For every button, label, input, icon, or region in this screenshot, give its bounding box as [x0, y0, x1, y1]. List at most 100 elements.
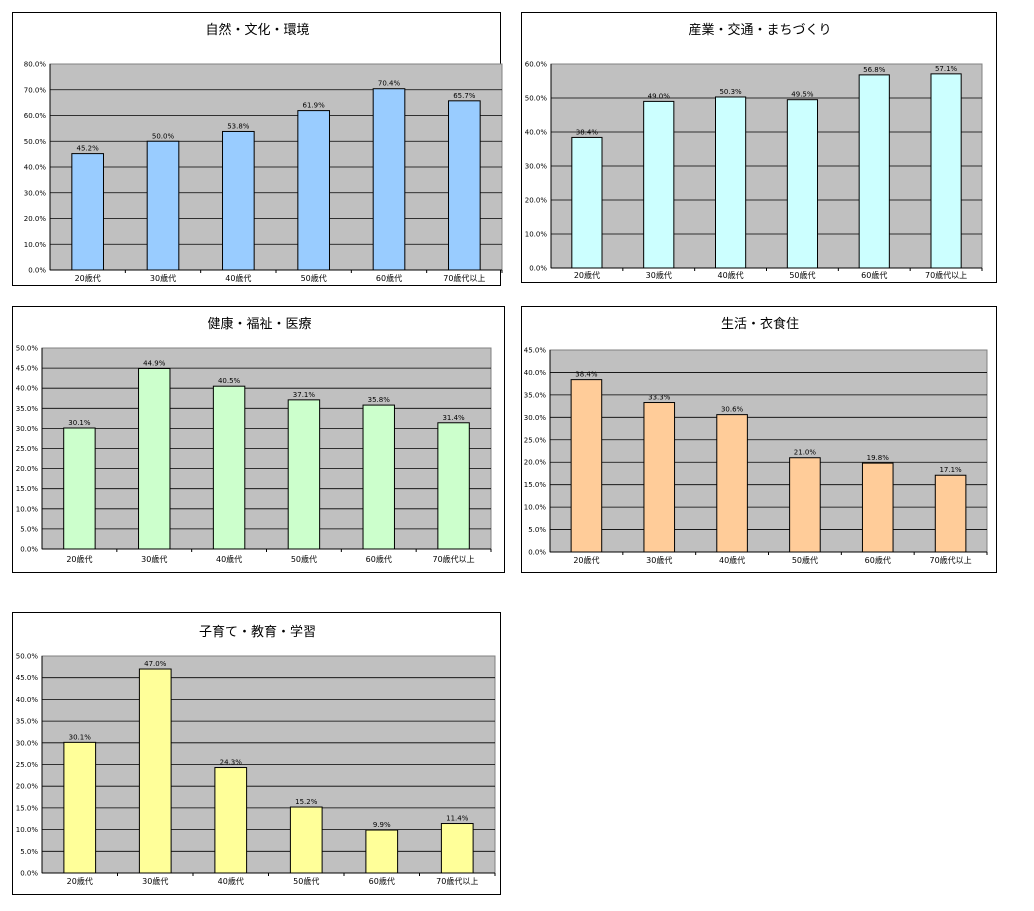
- y-tick-label: 45.0%: [16, 674, 39, 682]
- bar: [63, 741, 97, 874]
- bar: [71, 153, 104, 271]
- y-tick-label: 40.0%: [24, 164, 47, 172]
- y-tick-label: 15.0%: [524, 481, 547, 489]
- y-tick-label: 60.0%: [525, 61, 548, 69]
- bar: [643, 402, 676, 553]
- bar: [297, 110, 330, 271]
- y-tick-label: 10.0%: [16, 826, 39, 834]
- data-label: 37.1%: [293, 391, 316, 399]
- y-tick-label: 0.0%: [28, 267, 46, 275]
- chart-nature-culture-environment: 自然・文化・環境 0.0% 10.0% 20.0% 30.0% 40.0% 50.0% 60.…: [12, 12, 503, 286]
- category-label: 40歳代: [717, 270, 743, 280]
- data-label: 30.1%: [68, 419, 91, 427]
- bar: [289, 806, 323, 874]
- data-label: 57.1%: [935, 65, 958, 73]
- data-label: 31.4%: [442, 414, 465, 422]
- bar: [861, 462, 894, 553]
- y-tick-label: 45.0%: [16, 365, 39, 373]
- category-label: 50歳代: [789, 270, 815, 280]
- data-label: 50.0%: [152, 132, 175, 140]
- category-label: 50歳代: [293, 876, 319, 886]
- y-tick-label: 40.0%: [525, 129, 548, 137]
- plot-area: [549, 349, 988, 553]
- data-label: 49.0%: [648, 92, 671, 100]
- data-label: 49.5%: [791, 91, 814, 99]
- data-label: 21.0%: [794, 449, 817, 457]
- y-tick-label: 30.0%: [525, 163, 548, 171]
- y-tick-label: 10.0%: [524, 504, 547, 512]
- bar: [287, 399, 321, 550]
- y-tick-label: 50.0%: [525, 95, 548, 103]
- category-label: 70歳代以上: [436, 876, 478, 886]
- data-label: 19.8%: [867, 454, 890, 462]
- data-label: 17.1%: [939, 466, 962, 474]
- data-label: 40.5%: [218, 377, 241, 385]
- y-tick-label: 0.0%: [529, 265, 547, 273]
- y-tick-label: 50.0%: [16, 345, 39, 353]
- y-tick-label: 35.0%: [524, 391, 547, 399]
- category-label: 40歳代: [216, 554, 242, 564]
- chart-svg: 産業・交通・まちづくり 0.0% 10.0% 20.0% 30.0% 40.0% 50.0%…: [525, 22, 983, 280]
- category-label: 70歳代以上: [432, 554, 474, 564]
- bar: [858, 74, 890, 269]
- category-label: 30歳代: [142, 876, 168, 886]
- bar: [570, 379, 603, 553]
- bar: [789, 457, 821, 553]
- data-label: 9.9%: [373, 821, 391, 829]
- category-label: 50歳代: [301, 273, 327, 283]
- bar: [214, 767, 248, 874]
- y-tick-label: 25.0%: [16, 445, 39, 453]
- chart-childcare-education-learning: 子育て・教育・学習 0.0% 5.0% 10.0% 15.0% 20.0% 25.0% 30.…: [12, 612, 501, 895]
- category-label: 60歳代: [865, 555, 891, 565]
- data-label: 38.4%: [575, 371, 598, 379]
- y-tick-label: 20.0%: [525, 197, 548, 205]
- data-label: 11.4%: [446, 815, 469, 823]
- y-tick-label: 20.0%: [24, 215, 47, 223]
- data-label: 15.2%: [295, 798, 318, 806]
- chart-title: 生活・衣食住: [721, 316, 799, 332]
- bar: [786, 99, 819, 269]
- category-label: 40歳代: [719, 555, 745, 565]
- y-tick-label: 40.0%: [524, 369, 547, 377]
- y-tick-label: 30.0%: [16, 739, 39, 747]
- y-tick-label: 50.0%: [16, 653, 39, 661]
- bar: [212, 385, 246, 550]
- data-label: 47.0%: [144, 660, 167, 668]
- y-tick-label: 20.0%: [524, 459, 547, 467]
- category-label: 20歳代: [67, 876, 93, 886]
- data-label: 33.3%: [648, 394, 671, 402]
- chart-life-clothing-food-housing: 生活・衣食住 0.0% 5.0% 10.0% 15.0% 20.0% 25.0% 30.0% 3…: [521, 306, 997, 573]
- chart-svg: 自然・文化・環境 0.0% 10.0% 20.0% 30.0% 40.0% 50.0% 60.…: [24, 22, 503, 283]
- bar: [365, 829, 399, 874]
- y-tick-label: 5.0%: [528, 526, 546, 534]
- category-label: 30歳代: [150, 273, 176, 283]
- bar: [138, 368, 171, 550]
- chart-title: 子育て・教育・学習: [199, 624, 316, 640]
- category-label: 30歳代: [141, 554, 167, 564]
- data-label: 24.3%: [220, 759, 243, 767]
- bar: [437, 422, 470, 550]
- chart-title: 自然・文化・環境: [205, 22, 309, 38]
- y-tick-label: 10.0%: [525, 231, 548, 239]
- y-tick-label: 5.0%: [20, 525, 38, 533]
- y-tick-label: 80.0%: [24, 61, 47, 69]
- y-tick-label: 10.0%: [16, 505, 39, 513]
- chart-title: 健康・福祉・医療: [207, 316, 311, 332]
- y-tick-label: 70.0%: [24, 86, 47, 94]
- data-label: 65.7%: [453, 92, 476, 100]
- chart-health-welfare-medical: 健康・福祉・医療 0.0% 5.0% 10.0% 15.0% 20.0% 25.0% 30.0…: [12, 306, 505, 573]
- y-tick-label: 45.0%: [524, 347, 547, 355]
- y-tick-label: 15.0%: [16, 485, 39, 493]
- category-label: 60歳代: [369, 876, 395, 886]
- chart-svg: 健康・福祉・医療 0.0% 5.0% 10.0% 15.0% 20.0% 25.0% 30.0…: [16, 316, 492, 564]
- bar: [448, 100, 481, 271]
- data-label: 38.4%: [576, 128, 599, 136]
- y-tick-label: 30.0%: [524, 414, 547, 422]
- bar: [643, 100, 675, 269]
- category-label: 60歳代: [366, 554, 392, 564]
- y-tick-label: 30.0%: [24, 189, 47, 197]
- bar: [714, 96, 747, 269]
- chart-svg: 生活・衣食住 0.0% 5.0% 10.0% 15.0% 20.0% 25.0% 30.0% 3…: [524, 316, 988, 565]
- bar: [372, 88, 406, 271]
- bar: [440, 823, 474, 874]
